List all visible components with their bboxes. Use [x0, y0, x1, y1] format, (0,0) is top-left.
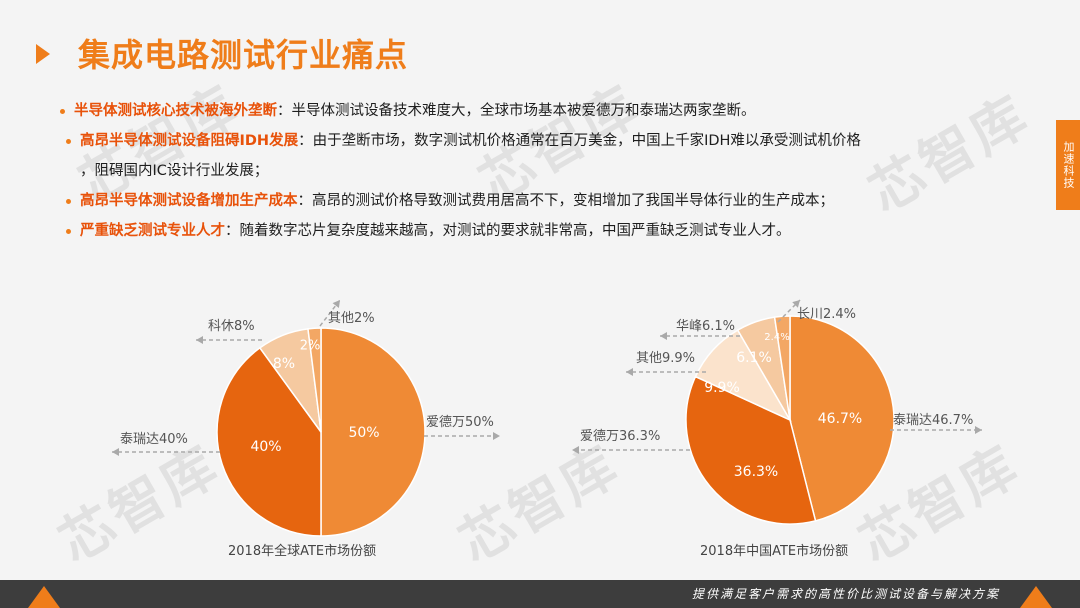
bullet-list: 半导体测试核心技术被海外垄断：半导体测试设备技术难度大，全球市场基本被爱德万和泰… — [60, 96, 1000, 246]
bullet-text: ：随着数字芯片复杂度越来越高，对测试的要求就非常高，中国严重缺乏测试专业人才。 — [225, 223, 791, 239]
footer-slogan: 提供满足客户需求的高性价比测试设备与解决方案 — [691, 587, 1000, 601]
pie-data-label: 6.1% — [736, 350, 772, 366]
pie-data-label: 2.4% — [764, 332, 789, 343]
pie-data-label: 8% — [273, 356, 295, 372]
chart-title-china: 2018年中国ATE市场份额 — [700, 544, 849, 559]
bullet-text: ：由于垄断市场，数字测试机价格通常在百万美金，中国上千家IDH难以承受测试机价格 — [298, 133, 861, 149]
title-marker-icon — [36, 44, 50, 64]
pie-callout-label: 其他2% — [328, 311, 375, 326]
bullet-highlight: 严重缺乏测试专业人才 — [80, 223, 225, 239]
arrowhead-icon — [660, 332, 667, 340]
arrowhead-icon — [493, 432, 500, 440]
arrowhead-icon — [626, 368, 633, 376]
arrowhead-icon — [975, 426, 982, 434]
pie-slice-china-1 — [685, 375, 817, 525]
pie-callout-label: 泰瑞达40% — [120, 432, 188, 447]
pie-slice-global-0 — [320, 327, 426, 537]
arrowhead-icon — [112, 448, 119, 456]
chart-title-global: 2018年全球ATE市场份额 — [228, 544, 377, 559]
bullet-item: 严重缺乏测试专业人才：随着数字芯片复杂度越来越高，对测试的要求就非常高，中国严重… — [60, 216, 1000, 246]
brand-side-tag: 加速科技 — [1056, 120, 1080, 210]
pie-callout-label: 泰瑞达46.7% — [893, 413, 973, 428]
callout-arrow-icon — [319, 299, 341, 327]
page-title: 集成电路测试行业痛点 — [78, 36, 409, 74]
pie-slice-global-3 — [307, 327, 322, 433]
bullet-text: ：高昂的测试价格导致测试费用居高不下，变相增加了我国半导体行业的生产成本； — [297, 193, 835, 209]
bullet-dot-icon — [66, 139, 71, 144]
pie-callout-label: 长川2.4% — [797, 307, 856, 322]
footer-triangle-icon — [1020, 586, 1052, 608]
bullet-continuation: ，阻碍国内IC设计行业发展； — [60, 156, 1000, 186]
arrowhead-icon — [572, 446, 579, 454]
pie-callout-label: 爱德万50% — [426, 415, 494, 430]
pie-data-label: 40% — [250, 439, 281, 455]
bullet-text: ：半导体测试设备技术难度大，全球市场基本被爱德万和泰瑞达两家垄断。 — [277, 103, 756, 119]
bullet-dot-icon — [66, 229, 71, 234]
footer-triangle-icon — [28, 586, 60, 608]
arrowhead-icon — [332, 300, 340, 308]
arrowhead-icon — [792, 300, 800, 308]
pie-callout-label: 其他9.9% — [636, 351, 695, 366]
bullet-dot-icon — [66, 199, 71, 204]
pie-data-label: 46.7% — [818, 411, 862, 427]
pie-slice-global-1 — [216, 346, 322, 537]
bullet-dot-icon — [60, 109, 65, 114]
callout-arrow-icon — [777, 299, 801, 323]
pie-data-label: 9.9% — [704, 380, 740, 396]
bullet-highlight: 高昂半导体测试设备阻碍IDH发展 — [80, 133, 299, 149]
pie-data-label: 50% — [348, 425, 379, 441]
arrowhead-icon — [196, 336, 203, 344]
bullet-highlight: 高昂半导体测试设备增加生产成本 — [80, 193, 298, 209]
pie-callout-label: 爱德万36.3% — [580, 429, 660, 444]
pie-slice-china-4 — [773, 315, 791, 421]
pie-data-label: 36.3% — [734, 464, 778, 480]
bullet-text: ，阻碍国内IC设计行业发展； — [80, 163, 269, 179]
bullet-highlight: 半导体测试核心技术被海外垄断 — [74, 103, 277, 119]
bullet-item: 半导体测试核心技术被海外垄断：半导体测试设备技术难度大，全球市场基本被爱德万和泰… — [60, 96, 1000, 126]
pie-callout-label: 华峰6.1% — [676, 319, 735, 334]
pie-data-label: 2% — [300, 339, 321, 354]
pie-callout-label: 科休8% — [208, 319, 255, 334]
bullet-item: 高昂半导体测试设备阻碍IDH发展：由于垄断市场，数字测试机价格通常在百万美金，中… — [60, 126, 1000, 156]
footer-bar — [0, 580, 1080, 608]
bullet-item: 高昂半导体测试设备增加生产成本：高昂的测试价格导致测试费用居高不下，变相增加了我… — [60, 186, 1000, 216]
pie-slice-china-0 — [789, 315, 895, 522]
